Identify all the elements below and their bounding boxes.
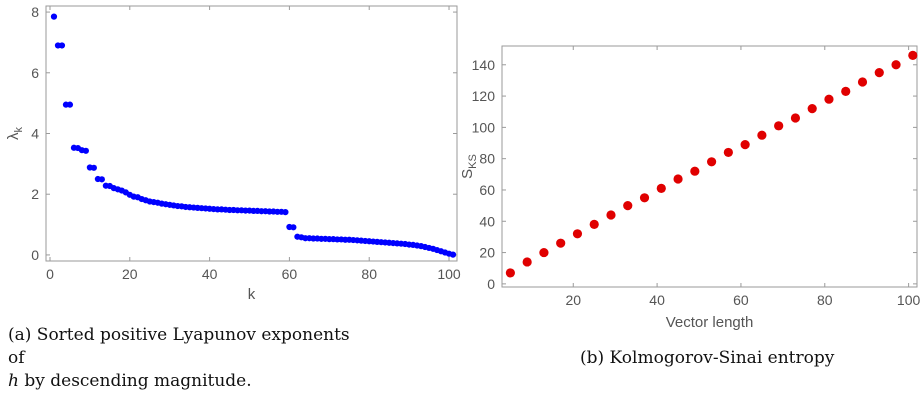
x-axis-label: k: [248, 286, 256, 303]
x-axis-label: Vector length: [666, 314, 754, 331]
data-point: [874, 68, 884, 78]
data-point: [290, 224, 297, 231]
x-tick-label: 40: [649, 292, 665, 308]
y-axis-label: λk: [5, 127, 25, 141]
y-tick-label: 80: [479, 151, 495, 167]
data-point: [50, 13, 58, 20]
caption-b: (b) Kolmogorov-Sinai entropy: [580, 347, 910, 370]
data-point: [841, 86, 851, 96]
data-point: [556, 238, 566, 248]
y-tick-label: 120: [472, 88, 496, 104]
plot-frame: [45, 5, 458, 262]
data-point: [589, 219, 599, 230]
data-point: [282, 209, 289, 216]
data-point: [706, 157, 717, 167]
x-tick-label: 60: [733, 292, 749, 308]
y-tick-label: 0: [31, 247, 39, 263]
x-tick-label: 100: [437, 266, 461, 282]
data-point: [606, 210, 616, 220]
data-point: [58, 42, 66, 49]
data-point: [505, 268, 515, 278]
data-point: [656, 183, 666, 194]
data-point: [790, 113, 801, 123]
x-tick-label: 80: [817, 292, 833, 308]
y-axis-label-base: S: [459, 169, 476, 179]
y-axis-label-subscript: k: [13, 127, 25, 133]
data-point: [891, 60, 901, 70]
data-point: [824, 94, 834, 104]
data-point: [757, 130, 767, 140]
data-point: [98, 176, 105, 183]
caption-a-var: h: [8, 371, 19, 391]
y-axis-label: SKS: [459, 154, 479, 179]
x-tick-label: 40: [202, 266, 218, 282]
y-tick-label: 4: [31, 126, 39, 142]
caption-a-prefix: (a) Sorted positive Lyapunov exponents o…: [8, 325, 350, 368]
data-point: [807, 103, 817, 114]
data-point: [539, 247, 549, 258]
data-point: [639, 193, 650, 203]
data-point: [90, 164, 97, 171]
data-point: [740, 139, 750, 150]
y-axis-label-subscript: KS: [467, 154, 479, 169]
data-point: [623, 201, 633, 211]
data-point: [908, 50, 918, 60]
data-point: [522, 257, 532, 267]
plot-frame: [501, 45, 918, 288]
y-tick-label: 2: [31, 186, 39, 202]
data-point: [774, 121, 784, 131]
y-tick-label: 8: [31, 4, 39, 20]
y-tick-label: 60: [479, 182, 495, 198]
x-tick-label: 0: [46, 266, 54, 282]
y-tick-label: 0: [487, 276, 495, 292]
x-tick-label: 80: [361, 266, 377, 282]
y-tick-label: 40: [479, 213, 495, 229]
y-axis-label-base: λ: [5, 132, 22, 140]
x-tick-label: 20: [565, 292, 581, 308]
y-tick-label: 6: [31, 65, 39, 81]
data-point: [690, 166, 700, 176]
x-tick-label: 60: [282, 266, 298, 282]
caption-a-suffix: by descending magnitude.: [18, 371, 252, 391]
data-point: [66, 101, 74, 108]
data-point: [449, 251, 457, 258]
caption-b-prefix: (b) Kolmogorov-Sinai entropy: [580, 348, 835, 368]
data-points: [50, 13, 457, 258]
chart-panel-b: 20 40 60 80 100 0 20 40 60 80 100 120 140 Vector leng…: [459, 45, 921, 331]
data-points: [505, 50, 918, 278]
x-tick-label: 100: [897, 292, 921, 308]
data-point: [723, 147, 733, 158]
data-point: [572, 229, 583, 239]
data-point: [82, 147, 90, 154]
data-point: [857, 77, 868, 87]
caption-a: (a) Sorted positive Lyapunov exponents o…: [8, 324, 368, 393]
y-tick-label: 20: [479, 245, 495, 261]
y-tick-label: 100: [472, 119, 496, 135]
y-tick-label: 140: [472, 57, 496, 73]
data-point: [673, 174, 683, 184]
x-tick-label: 20: [122, 266, 138, 282]
